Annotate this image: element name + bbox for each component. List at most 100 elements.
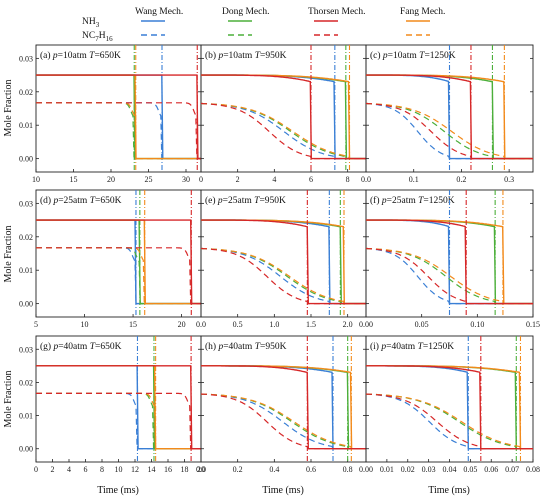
x-tick-label: 4 (272, 175, 276, 184)
nh3-line-fang (36, 219, 201, 305)
nc7h16-line-thorsen (36, 247, 201, 305)
nh3-line-thorsen (366, 74, 533, 160)
nc7h16-line-dong (366, 393, 533, 450)
series-group (201, 45, 366, 172)
x-tick-label: 0 (34, 465, 38, 474)
y-tick-label: 0.01 (19, 266, 33, 275)
legend-mechanism-label: Thorsen Mech. (308, 7, 366, 17)
nc7h16-line-thorsen (366, 393, 533, 450)
nh3-line-dong (201, 74, 366, 160)
nh3-line-fang (36, 74, 201, 160)
x-tick-label: 6 (309, 175, 313, 184)
x-tick-label: 0.2 (456, 175, 466, 184)
nc7h16-line-thorsen (201, 393, 366, 450)
x-tick-label: 2 (51, 465, 55, 474)
legend-mechanism-label: Wang Mech. (135, 7, 183, 17)
x-tick-label: 0 (199, 175, 203, 184)
x-tick-label: 2.0 (343, 320, 353, 329)
x-tick-label: 0.00 (359, 320, 373, 329)
nc7h16-line-dong (36, 392, 201, 450)
panel-label: (f) p=25atm T=1250K (370, 195, 455, 206)
nh3-line-dong (36, 365, 201, 450)
nc7h16-line-dong (36, 102, 201, 160)
x-tick-label: 0.10 (470, 320, 484, 329)
panel-label: (h) p=40atm T=950K (205, 341, 287, 352)
y-tick-label: 0.00 (19, 445, 33, 454)
y-tick-label: 0.00 (19, 300, 33, 309)
nc7h16-line-fang (36, 102, 201, 160)
x-tick-label: 0.0 (196, 465, 206, 474)
legend-mechanism-label: Dong Mech. (222, 7, 270, 17)
x-tick-label: 0.05 (415, 320, 429, 329)
nc7h16-line-thorsen (36, 102, 201, 160)
series-group (366, 190, 533, 317)
panel-label: (i) p=40atm T=1250K (370, 341, 454, 352)
legend-species-nc7h16: NC7H16 (82, 31, 113, 43)
x-tick-label: 10 (115, 465, 123, 474)
nh3-line-fang (366, 365, 533, 450)
nc7h16-line-fang (201, 393, 366, 450)
x-tick-label: 0.5 (233, 320, 243, 329)
nc7h16-line-dong (36, 247, 201, 305)
x-tick-label: 0.0 (361, 175, 371, 184)
x-tick-label: 4 (67, 465, 71, 474)
x-tick-label: 0.00 (359, 465, 373, 474)
x-tick-label: 10 (81, 320, 89, 329)
nh3-line-thorsen (201, 219, 366, 305)
nh3-line-thorsen (36, 365, 201, 450)
legend: Wang Mech. Dong Mech. Thorsen Mech. Fang Me… (82, 7, 445, 43)
panel-frame (200, 335, 367, 463)
x-tick-label: 1.0 (269, 320, 279, 329)
chart-panel-g: 0 2 4 6 8 10 12 14 16 18 20 0.00 0.01 0.02 0.03 (g) p=4… (19, 335, 205, 474)
panel-label: (c) p=10atm T=1250K (370, 50, 456, 61)
nh3-line-thorsen (201, 365, 366, 450)
y-tick-label: 0.01 (19, 121, 33, 130)
x-tick-label: 12 (131, 465, 139, 474)
y-tick-label: 0.02 (19, 378, 33, 387)
x-tick-label: 0.01 (380, 465, 394, 474)
x-tick-label: 0.0 (196, 320, 206, 329)
x-tick-label: 0.2 (233, 465, 243, 474)
x-tick-label: 0.6 (306, 465, 316, 474)
nc7h16-line-dong (201, 247, 366, 305)
chart-panel-b: 0 2 4 6 8 (b) p=10atm T=950K (199, 44, 367, 184)
x-tick-label: 6 (84, 465, 88, 474)
x-tick-label: 25 (145, 175, 153, 184)
y-tick-label: 0.01 (19, 412, 33, 421)
x-axis-title: Time (ms) (97, 485, 139, 496)
x-tick-label: 0.15 (526, 320, 540, 329)
chart-panel-d: 5 10 15 20 0.00 0.01 0.02 0.03 (d) p=25atm T=650… (19, 189, 202, 329)
nh3-line-dong (36, 219, 201, 305)
panel-label: (e) p=25atm T=950K (205, 195, 286, 206)
nc7h16-line-wang (366, 393, 533, 450)
nc7h16-line-thorsen (201, 102, 366, 160)
panel-frame (35, 189, 202, 318)
nc7h16-line-dong (201, 102, 366, 160)
series-group (36, 45, 201, 172)
panel-frame (200, 44, 367, 173)
chart-panel-i: 0.00 0.01 0.02 0.03 0.04 0.05 0.06 0.07 0.08 (i) … (359, 335, 540, 474)
x-tick-label: 0.03 (422, 465, 436, 474)
panel-label: (d) p=25atm T=650K (40, 195, 122, 206)
y-tick-label: 0.00 (19, 155, 33, 164)
nh3-line-wang (201, 74, 366, 160)
nc7h16-line-dong (201, 393, 366, 450)
x-tick-label: 0.1 (409, 175, 419, 184)
nh3-line-thorsen (366, 219, 533, 305)
x-tick-label: 2 (236, 175, 240, 184)
x-tick-label: 0.07 (505, 465, 519, 474)
legend-species-nh3: NH3 (82, 17, 100, 29)
nh3-line-thorsen (201, 74, 366, 160)
x-tick-label: 0.05 (463, 465, 477, 474)
x-tick-label: 0.04 (443, 465, 457, 474)
x-tick-label: 20 (197, 465, 205, 474)
nc7h16-line-fang (366, 393, 533, 450)
y-axis-title: Mole Fraction (3, 371, 14, 428)
nc7h16-line-fang (36, 392, 201, 450)
nc7h16-line-wang (36, 102, 201, 160)
chart-panel-a: 10 15 20 25 30 0.00 0.01 0.02 0.03 (a) p=10atm T=… (19, 44, 202, 184)
y-tick-label: 0.02 (19, 233, 33, 242)
nc7h16-line-wang (201, 102, 366, 160)
y-tick-label: 0.03 (19, 345, 33, 354)
